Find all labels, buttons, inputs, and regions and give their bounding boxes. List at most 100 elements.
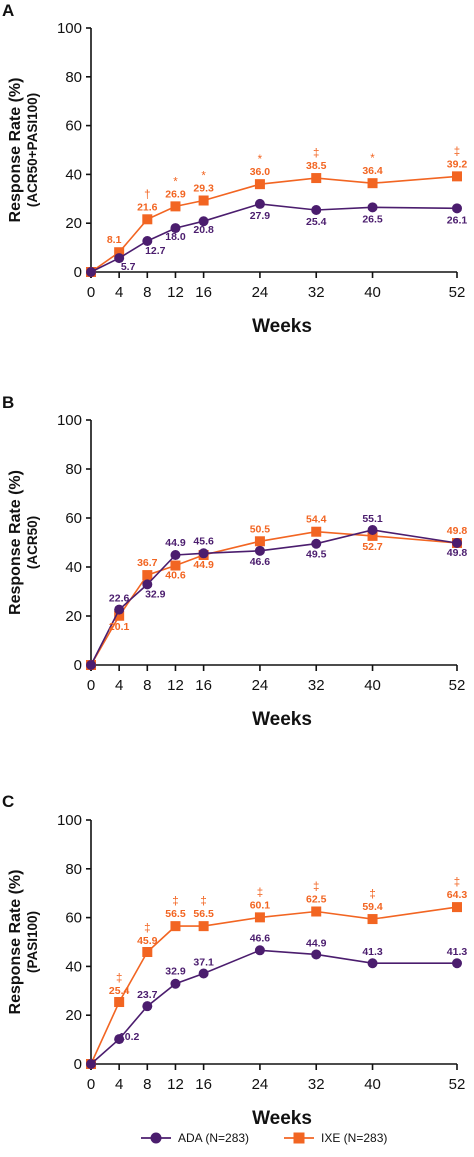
point-ixe <box>254 536 265 547</box>
significance-marker: ‡ <box>172 896 178 908</box>
legend-ada-label: ADA (N=283) <box>178 1131 249 1145</box>
data-label-ixe: 38.5 <box>306 160 327 172</box>
point-ada <box>452 958 462 969</box>
data-label-ixe: 49.8 <box>447 525 468 537</box>
y-tick-label: 20 <box>65 215 82 232</box>
x-tick-label: 16 <box>195 677 212 694</box>
data-label-ixe: 36.4 <box>362 165 383 177</box>
data-label-ixe: 40.6 <box>165 570 186 582</box>
data-label-ada: 37.1 <box>193 956 214 968</box>
x-tick-label: 4 <box>115 284 123 301</box>
significance-marker: * <box>370 153 375 165</box>
panel-b: B Response Rate (%) (ACR50) 0 20 40 60 80 100 0 4 8… <box>2 393 467 730</box>
data-label-ixe: 36.0 <box>250 166 271 178</box>
data-label-ada: 46.6 <box>250 556 271 568</box>
x-tick-label: 24 <box>252 677 269 694</box>
point-ada <box>367 958 378 969</box>
x-tick-label: 12 <box>167 284 184 301</box>
point-ixe <box>254 912 265 923</box>
data-label-ixe: 64.3 <box>447 889 468 901</box>
data-label-ada: 55.1 <box>362 513 383 525</box>
x-tick-label: 8 <box>143 677 151 694</box>
x-tick-label: 24 <box>252 284 269 301</box>
point-ixe <box>367 178 378 189</box>
x-tick-label: 0 <box>87 1076 95 1093</box>
point-ixe <box>311 906 322 917</box>
x-tick-label: 0 <box>87 677 95 694</box>
point-ada <box>367 202 378 213</box>
point-ada <box>254 945 265 956</box>
y-tick-label: 100 <box>57 412 82 429</box>
point-ada <box>452 537 462 548</box>
data-label-ixe: 25.4 <box>109 985 130 997</box>
point-ada <box>198 548 209 559</box>
point-ada <box>114 604 125 615</box>
significance-marker: ‡ <box>454 146 460 158</box>
data-label-ada: 27.9 <box>250 210 271 222</box>
point-ixe <box>254 179 265 190</box>
x-tick-label: 8 <box>143 1076 151 1093</box>
x-tick-label: 4 <box>115 677 123 694</box>
point-ada <box>311 205 322 216</box>
point-ixe <box>452 171 462 182</box>
data-label-ixe: 20.1 <box>109 621 130 633</box>
x-tick-label: 52 <box>449 1076 466 1093</box>
x-tick-label: 32 <box>308 284 325 301</box>
x-tick-label: 16 <box>195 284 212 301</box>
point-ada <box>142 236 153 247</box>
point-ada <box>86 267 96 277</box>
point-ixe <box>114 610 125 621</box>
y-tick-label: 0 <box>74 264 82 281</box>
data-label-ada: 32.9 <box>145 588 166 600</box>
y-tick-label: 60 <box>65 910 82 927</box>
data-label-ixe: 44.9 <box>193 559 214 571</box>
significance-marker: ‡ <box>369 889 375 901</box>
data-label-ixe: 39.2 <box>447 158 468 170</box>
x-tick-label: 8 <box>143 284 151 301</box>
y-axis-label: Response Rate (%) <box>7 870 24 1015</box>
point-ixe <box>367 530 378 541</box>
data-label-ixe: 54.4 <box>306 514 327 526</box>
x-axis-label: Weeks <box>252 1108 312 1129</box>
point-ada <box>367 525 378 536</box>
point-ada <box>254 198 265 209</box>
y-tick-label: 40 <box>65 166 82 183</box>
y-tick-label: 60 <box>65 510 82 527</box>
panel-letter: B <box>2 393 14 412</box>
data-label-ada: 20.8 <box>193 224 214 236</box>
point-ixe <box>452 902 462 913</box>
point-ixe <box>170 201 181 212</box>
data-label-ada: 44.9 <box>165 537 186 549</box>
point-ada <box>114 253 125 264</box>
significance-marker: * <box>173 176 178 188</box>
data-label-ixe: 56.5 <box>193 908 214 920</box>
y-axis-label: Response Rate (%) <box>7 470 24 615</box>
data-label-ada: 49.5 <box>306 549 327 561</box>
x-tick-label: 16 <box>195 1076 212 1093</box>
significance-marker: ‡ <box>313 148 319 160</box>
point-ixe <box>198 195 209 206</box>
point-ada <box>170 978 181 989</box>
data-label-ada: 25.4 <box>306 216 327 228</box>
x-tick-label: 32 <box>308 1076 325 1093</box>
y-tick-label: 80 <box>65 461 82 478</box>
data-label-ixe: 62.5 <box>306 894 327 906</box>
data-label-ada: 26.5 <box>362 213 383 225</box>
legend-ixe-marker <box>293 1132 305 1144</box>
x-axis-label: Weeks <box>252 316 312 337</box>
point-ixe <box>114 997 125 1008</box>
x-tick-label: 12 <box>167 677 184 694</box>
data-label-ada: 49.8 <box>447 547 468 559</box>
panel-letter: A <box>2 1 14 20</box>
point-ixe <box>311 526 322 537</box>
y-tick-label: 80 <box>65 69 82 86</box>
point-ixe <box>198 921 209 932</box>
y-tick-label: 60 <box>65 118 82 135</box>
point-ada <box>311 949 322 960</box>
point-ada <box>170 223 181 234</box>
y-axis-sublabel: (ACR50) <box>25 516 40 569</box>
x-tick-label: 52 <box>449 284 466 301</box>
significance-marker: † <box>144 189 150 201</box>
data-label-ixe: 8.1 <box>107 234 122 246</box>
